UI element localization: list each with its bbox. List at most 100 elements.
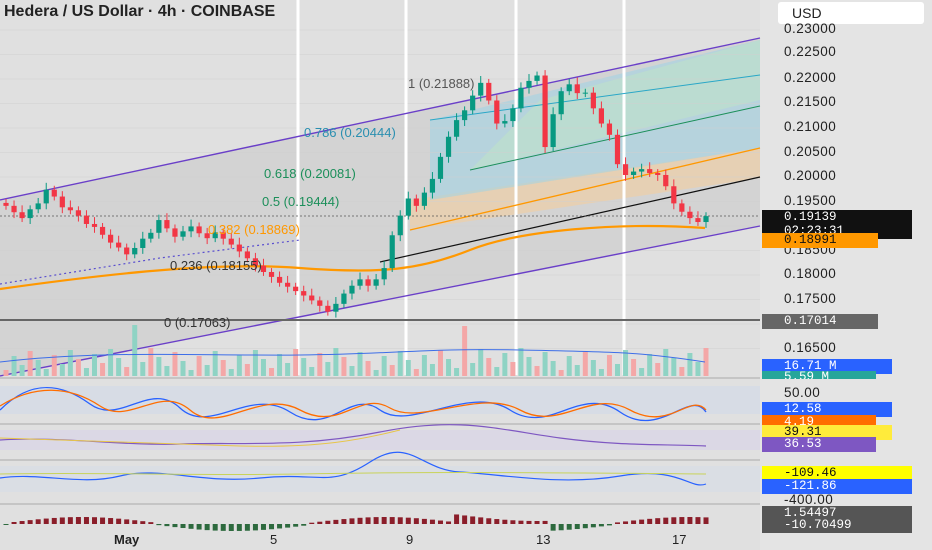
candle-body [703,216,709,223]
candle-body [43,189,49,204]
time-tick-label: 13 [536,532,551,547]
macd-hist-bar [373,517,379,524]
macd-hist-bar [156,524,162,526]
candle-body [655,173,661,175]
macd-hist-bar [357,517,363,524]
macd-hist-bar [204,524,210,531]
candle-body [91,223,98,227]
volume-bar [180,361,186,376]
fib-level-label: 0.618 (0.20081) [264,166,356,181]
volume-bar [228,369,234,376]
macd-hist-bar [631,520,637,524]
volume-bar [196,356,202,376]
volume-bar [59,364,65,376]
macd-hist-bar [140,521,146,524]
macd-hist-bar [3,524,9,525]
volume-bar [357,352,363,376]
volume-bar [293,349,299,376]
volume-bar [365,361,371,376]
macd-hist-bar [389,517,395,524]
candle-body [333,303,339,312]
volume-bar [703,348,709,376]
volume-bar [598,369,604,376]
candle-body [510,108,516,122]
candle-body [212,232,218,239]
volume-bar [695,362,701,376]
volume-bar [679,367,685,376]
candle-body [204,233,210,239]
volume-bar [590,360,596,376]
candle-body [494,100,500,124]
currency-selector[interactable]: USD [778,2,924,24]
candle-body [574,84,580,94]
macd-hist-bar [550,524,556,531]
volume-bar [462,326,468,376]
volume-bar [140,362,146,376]
volume-bar [518,348,524,376]
volume-ma-line [0,349,706,363]
volume-bar [647,354,653,376]
volume-bar [502,353,508,376]
volume-bar [260,359,266,376]
candle-body [566,84,572,92]
macd-hist-bar [196,524,202,530]
macd-hist-bar [172,524,178,528]
candle-body [671,186,677,204]
candle-body [357,279,363,286]
volume-bar [100,363,106,376]
macd-hist-bar [695,517,701,524]
macd-hist-badge: -10.70499 [762,518,912,533]
macd-hist-bar [75,517,81,524]
volume-bar [550,361,556,376]
volume-bar [655,363,661,376]
fib-level-label: 0.786 (0.20444) [304,125,396,140]
volume-bar [35,360,41,376]
macd-hist-bar [349,518,355,524]
candle-body [309,295,315,301]
volume-bar [582,351,588,376]
price-tick-label: 0.21500 [784,94,837,109]
volume-bar [172,352,178,376]
macd-hist-bar [293,524,299,527]
volume-bar [269,368,275,376]
stoch-level-label: 50.00 [784,385,821,400]
volume-bar [486,358,492,376]
dotted-projection [0,239,301,285]
volume-bar [405,360,411,376]
volume-bar [116,358,122,376]
volume-bar [389,365,395,376]
cci-ma-badge: -109.46 [762,466,912,481]
volume-bar [188,370,194,376]
candle-body [486,82,492,101]
volume-bar [381,356,387,376]
rsi-band [0,430,760,450]
candle-body [365,279,371,286]
macd-hist-bar [164,524,170,527]
candle-body [630,171,637,175]
macd-hist-bar [478,517,484,524]
macd-hist-bar [124,519,130,524]
macd-hist-bar [486,518,492,524]
volume-bar [437,350,443,376]
volume-bar [606,355,612,376]
cci-level-label: -400.00 [784,492,834,507]
candle-body [518,87,524,109]
candle-body [228,238,234,245]
volume-bar [566,356,572,376]
channel-lower [0,225,761,377]
macd-hist-bar [11,522,17,524]
candle-body [156,220,162,233]
macd-hist-bar [671,517,677,524]
fib-level-label: 0 (0.17063) [164,315,231,330]
time-tick-label: 17 [672,532,687,547]
macd-hist-bar [558,524,564,531]
candle-body [462,110,468,121]
candle-body [534,75,540,81]
candle-body [558,91,564,115]
macd-hist-bar [647,518,653,524]
price-tick-label: 0.21000 [784,119,837,134]
candle-body [614,134,621,165]
volume-bar [373,370,379,376]
